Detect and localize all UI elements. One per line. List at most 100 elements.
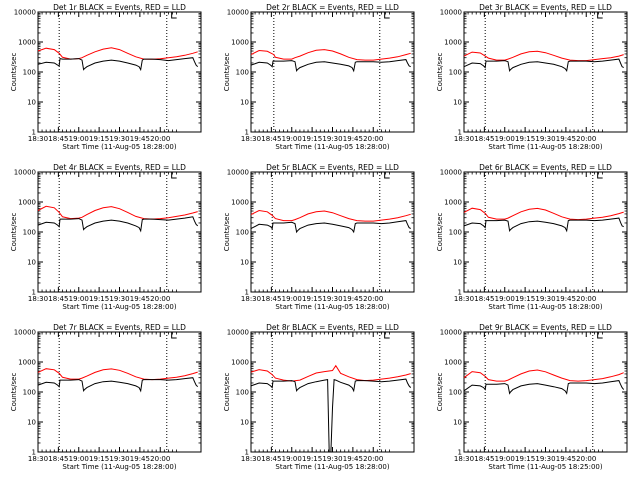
x-tick-label: 18:45 — [474, 295, 494, 303]
chart-panel: Det 3r BLACK = Events, RED = LLD 1 10 100 10… — [436, 3, 628, 151]
series-line-red — [37, 368, 198, 381]
y-axis-label: Counts/sec — [223, 53, 231, 92]
series-line-red — [463, 207, 624, 221]
x-tick-label: 19:15 — [515, 455, 535, 463]
x-tick-label: 18:45 — [48, 295, 68, 303]
plot-frame — [463, 331, 628, 453]
x-axis-label: Start Time (11-Aug-05 18:28:00) — [275, 303, 389, 311]
x-tick-label: 20:00 — [576, 135, 596, 143]
series-line-red — [37, 205, 198, 220]
plot-frame — [37, 11, 202, 133]
x-tick-label: 19:30 — [535, 135, 555, 143]
chart-panel: Det 7r BLACK = Events, RED = LLD 1 10 100 10… — [10, 323, 202, 471]
x-tick-label: 20:00 — [150, 135, 170, 143]
x-axis-label: Start Time (11-Aug-05 18:28:00) — [275, 143, 389, 151]
x-tick-label: 19:15 — [302, 295, 322, 303]
top-marker — [597, 172, 603, 179]
x-tick-label: 19:30 — [322, 455, 342, 463]
y-axis-label: Counts/sec — [10, 213, 18, 252]
x-tick-label: 19:00 — [495, 295, 515, 303]
series-line-black — [37, 216, 199, 233]
y-tick-label: 1 — [32, 289, 36, 297]
x-tick-label: 20:00 — [150, 455, 170, 463]
y-tick-label: 1000 — [18, 199, 36, 207]
series-line-black — [463, 217, 624, 233]
y-tick-label: 1000 — [231, 39, 249, 47]
y-tick-label: 10000 — [227, 329, 249, 337]
chart-title: Det 2r BLACK = Events, RED = LLD — [266, 3, 399, 12]
x-axis-label: Start Time (11-Aug-05 18:28:00) — [62, 143, 176, 151]
top-marker — [597, 12, 603, 19]
x-tick-label: 19:00 — [282, 295, 302, 303]
series-line-red — [463, 369, 624, 382]
x-tick-label: 19:00 — [282, 135, 302, 143]
chart-title: Det 4r BLACK = Events, RED = LLD — [53, 163, 186, 172]
x-tick-label: 19:15 — [515, 295, 535, 303]
series-line-black — [37, 377, 199, 393]
x-tick-label: 19:15 — [515, 135, 535, 143]
y-tick-label: 1 — [245, 129, 249, 137]
x-tick-label: 18:45 — [261, 295, 281, 303]
x-axis-label: Start Time (11-Aug-05 18:25:00) — [488, 463, 602, 471]
y-tick-label: 10 — [453, 99, 462, 107]
x-tick-label: 19:45 — [556, 135, 576, 143]
plot-frame — [250, 331, 415, 453]
x-tick-label: 19:30 — [322, 135, 342, 143]
top-marker — [597, 332, 603, 339]
x-tick-label: 19:00 — [495, 455, 515, 463]
top-marker — [384, 172, 390, 179]
x-tick-label: 18:45 — [48, 135, 68, 143]
chart-title: Det 9r BLACK = Events, RED = LLD — [479, 323, 612, 332]
y-tick-label: 10 — [240, 259, 249, 267]
y-axis-label: Counts/sec — [10, 373, 18, 412]
chart-panel: Det 9r BLACK = Events, RED = LLD 1 10 100 10… — [436, 323, 628, 471]
chart-panel: Det 4r BLACK = Events, RED = LLD 1 10 100 10… — [10, 163, 202, 311]
series-line-red — [250, 364, 411, 382]
y-tick-label: 10000 — [14, 9, 36, 17]
top-marker — [171, 12, 177, 19]
y-axis-label: Counts/sec — [223, 373, 231, 412]
x-tick-label: 18:30 — [241, 455, 261, 463]
y-tick-label: 10000 — [14, 169, 36, 177]
y-tick-label: 100 — [449, 389, 462, 397]
y-tick-label: 1 — [458, 129, 462, 137]
y-tick-label: 1000 — [18, 359, 36, 367]
x-tick-label: 18:45 — [474, 455, 494, 463]
chart-panel: Det 6r BLACK = Events, RED = LLD 1 10 100 10… — [436, 163, 628, 311]
x-tick-label: 18:45 — [261, 135, 281, 143]
chart-panel: Det 2r BLACK = Events, RED = LLD 1 10 100 10… — [223, 3, 415, 151]
series-line-red — [37, 47, 198, 60]
x-tick-label: 19:45 — [130, 455, 150, 463]
series-line-red — [250, 49, 411, 61]
x-axis-label: Start Time (11-Aug-05 18:28:00) — [62, 463, 176, 471]
chart-title: Det 6r BLACK = Events, RED = LLD — [479, 163, 612, 172]
y-tick-label: 10000 — [440, 9, 462, 17]
y-tick-label: 1 — [245, 289, 249, 297]
x-axis-label: Start Time (11-Aug-05 18:28:00) — [488, 143, 602, 151]
chart-title: Det 7r BLACK = Events, RED = LLD — [53, 323, 186, 332]
y-tick-label: 1 — [458, 289, 462, 297]
y-tick-label: 1000 — [18, 39, 36, 47]
plot-frame — [37, 171, 202, 293]
y-tick-label: 10 — [240, 419, 249, 427]
x-tick-label: 19:15 — [89, 455, 109, 463]
y-tick-label: 1 — [32, 129, 36, 137]
x-tick-label: 19:15 — [89, 295, 109, 303]
x-tick-label: 18:45 — [48, 455, 68, 463]
y-tick-label: 10 — [27, 99, 36, 107]
x-tick-label: 19:00 — [495, 135, 515, 143]
x-tick-label: 20:00 — [363, 295, 383, 303]
x-tick-label: 18:45 — [261, 455, 281, 463]
x-tick-label: 19:45 — [343, 135, 363, 143]
x-tick-label: 19:15 — [302, 455, 322, 463]
x-tick-label: 19:00 — [69, 295, 89, 303]
y-tick-label: 10000 — [227, 9, 249, 17]
y-tick-label: 1 — [458, 449, 462, 457]
x-tick-label: 19:30 — [109, 295, 129, 303]
top-marker — [384, 332, 390, 339]
x-tick-label: 19:45 — [343, 295, 363, 303]
x-tick-label: 18:30 — [28, 455, 48, 463]
series-line-black — [463, 380, 625, 395]
x-tick-label: 20:00 — [363, 135, 383, 143]
